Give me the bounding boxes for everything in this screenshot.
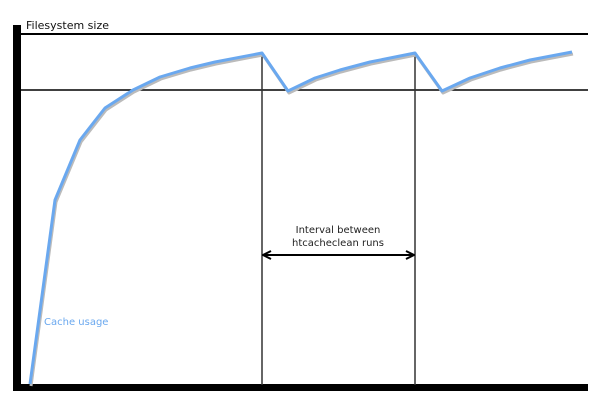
interval-label-line1: Interval between (296, 225, 381, 236)
cache-usage-curve (28, 50, 573, 385)
cache-usage-label: Cache usage (44, 317, 108, 328)
y-axis (13, 25, 21, 391)
y-axis-label: Filesystem size (26, 19, 109, 32)
x-axis (13, 384, 588, 391)
interval-label-line2: htcacheclean runs (292, 238, 384, 249)
cache-usage-shadow (29, 52, 574, 387)
